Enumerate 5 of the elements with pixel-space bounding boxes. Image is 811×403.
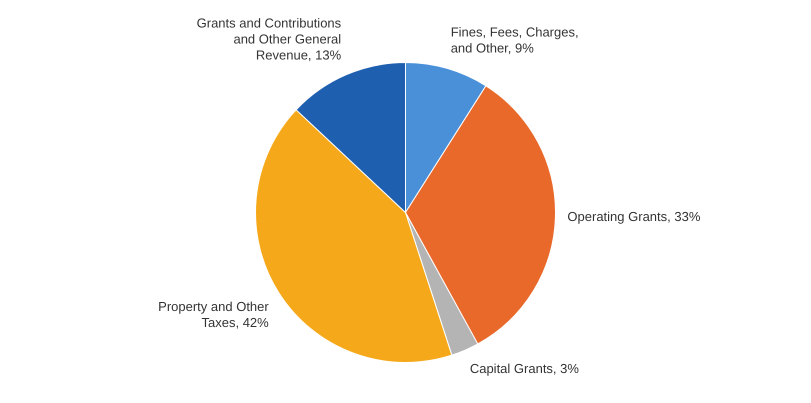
slice-label: Property and Other Taxes, 42%	[158, 298, 270, 330]
slice-label: Fines, Fees, Charges, and Other, 9%	[450, 24, 579, 56]
slice-label: Operating Grants, 33%	[567, 209, 701, 224]
slice-label: Grants and Contributions and Other General Revenue, 13%	[196, 15, 342, 62]
slice-label: Capital Grants, 3%	[470, 360, 580, 376]
